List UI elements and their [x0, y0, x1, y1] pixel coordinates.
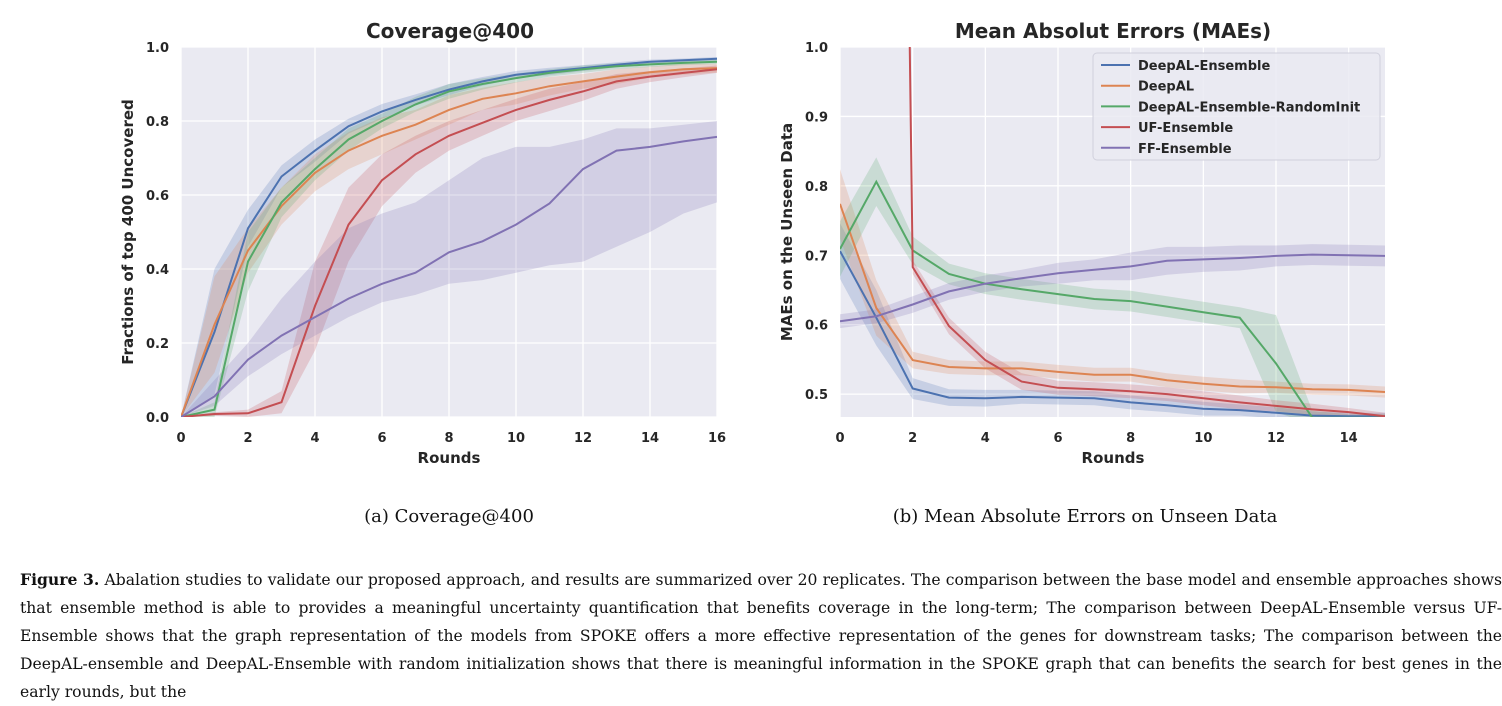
y-tick-label: 0.8 — [805, 180, 828, 195]
y-tick-label: 0.0 — [146, 411, 169, 426]
x-tick-label: 12 — [574, 431, 592, 446]
legend-entry: DeepAL-Ensemble — [1138, 59, 1270, 74]
figure-charts: Coverage@400 Rounds Fractions of top 400… — [0, 0, 1502, 500]
legend-entry: FF-Ensemble — [1138, 142, 1232, 157]
y-tick-label: 1.0 — [146, 41, 169, 56]
x-axis-label: Rounds — [1082, 449, 1145, 467]
coverage-chart: Coverage@400 Rounds Fractions of top 400… — [119, 19, 726, 467]
x-tick-label: 4 — [981, 431, 990, 446]
y-tick-label: 0.7 — [805, 249, 828, 264]
caption-label: Figure 3. — [20, 570, 99, 589]
x-tick-label: 16 — [708, 431, 726, 446]
y-tick-label: 0.9 — [805, 110, 828, 125]
chart-title: Coverage@400 — [366, 19, 534, 43]
y-tick-label: 0.8 — [146, 115, 169, 130]
figure-caption: Figure 3. Abalation studies to validate … — [20, 566, 1502, 706]
x-tick-label: 0 — [835, 431, 844, 446]
y-tick-label: 0.5 — [805, 388, 828, 403]
x-tick-label: 8 — [444, 431, 453, 446]
y-tick-label: 1.0 — [805, 41, 828, 56]
mae-chart: Mean Absolut Errors (MAEs) Rounds MAEs o… — [778, 0, 1385, 467]
x-tick-label: 14 — [641, 431, 659, 446]
y-tick-label: 0.6 — [146, 189, 169, 204]
legend-entry: DeepAL — [1138, 80, 1194, 95]
y-tick-label: 0.2 — [146, 337, 169, 352]
x-tick-label: 10 — [1194, 431, 1212, 446]
legend-entry: UF-Ensemble — [1138, 121, 1233, 136]
x-axis-label: Rounds — [418, 449, 481, 467]
x-tick-label: 6 — [377, 431, 386, 446]
x-tick-label: 0 — [176, 431, 185, 446]
y-axis-label: Fractions of top 400 Uncovered — [119, 99, 137, 364]
x-tick-label: 6 — [1053, 431, 1062, 446]
x-tick-label: 2 — [243, 431, 252, 446]
subcaption-b: (b) Mean Absolute Errors on Unseen Data — [893, 506, 1278, 527]
x-tick-label: 10 — [507, 431, 525, 446]
caption-text: Abalation studies to validate our propos… — [20, 571, 1502, 701]
x-tick-label: 12 — [1267, 431, 1285, 446]
subcaption-a: (a) Coverage@400 — [364, 506, 534, 527]
x-tick-label: 4 — [310, 431, 319, 446]
legend-entry: DeepAL-Ensemble-RandomInit — [1138, 100, 1360, 115]
x-tick-label: 14 — [1340, 431, 1358, 446]
y-tick-label: 0.6 — [805, 319, 828, 334]
legend: DeepAL-Ensemble DeepAL DeepAL-Ensemble-Ran… — [1093, 53, 1380, 160]
y-tick-label: 0.4 — [146, 263, 169, 278]
x-tick-label: 2 — [908, 431, 917, 446]
x-tick-label: 8 — [1126, 431, 1135, 446]
chart-title: Mean Absolut Errors (MAEs) — [955, 19, 1271, 43]
y-axis-label: MAEs on the Unseen Data — [778, 123, 796, 341]
